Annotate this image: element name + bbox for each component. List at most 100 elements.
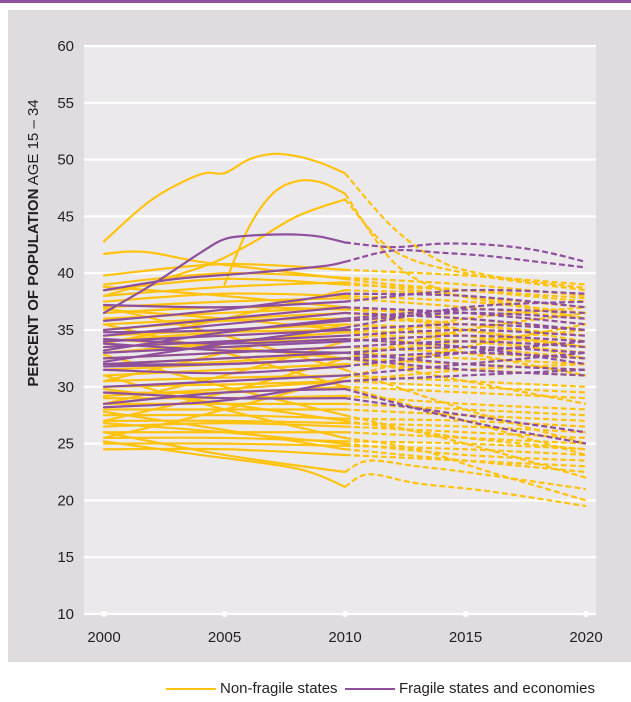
series-line-projected — [344, 288, 587, 303]
series-line-projected — [344, 459, 587, 491]
series-line-observed — [223, 179, 347, 286]
series-line-projected — [344, 442, 587, 462]
series-line-observed — [102, 281, 347, 298]
series-line-projected — [344, 311, 587, 323]
lines-layer — [102, 152, 587, 508]
series-line-projected — [344, 323, 587, 379]
series-line-projected — [344, 419, 587, 451]
y-tick-labels: 10 15 20 25 30 35 40 45 50 55 60 — [57, 38, 74, 623]
series-line-projected — [344, 311, 587, 332]
series-line-observed — [102, 447, 347, 457]
series-line-projected — [344, 385, 587, 457]
series-line-observed — [102, 285, 347, 309]
series-line-projected — [344, 448, 587, 474]
legend-swatch-non-fragile — [166, 687, 216, 690]
chart-panel: 10 15 20 25 30 35 40 45 50 55 60 2000 2005 2010 2015 2… — [8, 10, 631, 662]
series-line-projected — [344, 268, 587, 286]
x-tick-dot — [221, 611, 228, 617]
series-line-observed — [102, 422, 347, 445]
series-line-projected — [344, 328, 587, 337]
legend: Non-fragile states Fragile states and ec… — [0, 676, 631, 702]
series-line-observed — [102, 292, 347, 303]
series-line-projected — [344, 473, 587, 508]
y-tick-label: 40 — [57, 265, 74, 282]
series-line-observed — [102, 340, 347, 354]
series-line-observed — [102, 152, 347, 243]
series-line-projected — [344, 436, 587, 502]
series-line-projected — [344, 308, 587, 320]
series-line-projected — [344, 425, 587, 440]
legend-label-fragile: Fragile states and economies — [399, 680, 595, 697]
y-axis-label-bold: PERCENT OF POPULATION — [25, 189, 42, 387]
legend-swatch-fragile — [345, 687, 395, 690]
series-line-projected — [344, 388, 587, 445]
series-line-projected — [344, 414, 587, 479]
series-line-observed — [102, 374, 347, 388]
x-tick-label: 2020 — [569, 629, 602, 646]
x-tick-dot — [101, 611, 107, 617]
series-line-projected — [344, 380, 587, 394]
legend-label-non-fragile: Non-fragile states — [220, 680, 338, 697]
series-line-projected — [344, 276, 587, 298]
series-line-observed — [102, 357, 347, 366]
y-tick-label: 10 — [57, 606, 74, 623]
series-line-projected — [344, 422, 587, 434]
series-line-observed — [102, 306, 347, 332]
y-tick-label: 25 — [57, 436, 74, 453]
series-line-observed — [102, 306, 347, 320]
y-tick-label: 35 — [57, 322, 74, 339]
series-line-observed — [102, 340, 347, 405]
series-line-projected — [344, 368, 587, 383]
x-tick-label: 2010 — [328, 629, 361, 646]
series-line-projected — [344, 385, 587, 400]
series-line-observed — [102, 419, 347, 425]
series-line-observed — [102, 337, 347, 345]
y-tick-label: 15 — [57, 549, 74, 566]
series-line-projected — [344, 340, 587, 368]
series-line-projected — [344, 357, 587, 377]
series-line-projected — [344, 241, 587, 263]
series-line-observed — [102, 387, 347, 422]
y-axis-label: PERCENT OF POPULATION AGE 15 – 34 — [25, 99, 42, 386]
series-line-observed — [102, 431, 347, 474]
legend-item-fragile: Fragile states and economies — [345, 680, 595, 697]
series-line-observed — [102, 300, 347, 309]
x-tick-label: 2005 — [208, 629, 241, 646]
series-line-observed — [102, 380, 347, 409]
x-tick-labels: 2000 2005 2010 2015 2020 — [87, 629, 602, 646]
series-line-projected — [344, 337, 587, 366]
series-line-observed — [102, 387, 347, 405]
series-line-projected — [344, 198, 587, 292]
x-tick-label: 2000 — [87, 629, 120, 646]
y-tick-label: 55 — [57, 95, 74, 112]
y-tick-label: 20 — [57, 492, 74, 509]
y-tick-label: 50 — [57, 152, 74, 169]
series-line-observed — [102, 410, 347, 451]
y-axis-label-rest: AGE 15 – 34 — [25, 99, 42, 188]
series-line-projected — [344, 417, 587, 428]
y-tick-label: 30 — [57, 379, 74, 396]
series-line-projected — [344, 323, 587, 332]
x-tick-dot — [583, 611, 589, 617]
x-tick-dot — [462, 611, 469, 617]
y-tick-label: 60 — [57, 38, 74, 55]
series-line-projected — [344, 292, 587, 309]
series-line-projected — [344, 351, 587, 366]
series-line-observed — [102, 440, 347, 488]
series-line-projected — [344, 351, 587, 377]
series-line-observed — [102, 250, 347, 280]
x-tick-dots — [101, 611, 589, 617]
series-line-observed — [102, 292, 347, 323]
series-line-observed — [102, 342, 347, 354]
x-tick-label: 2015 — [449, 629, 482, 646]
series-line-projected — [344, 294, 587, 315]
series-line-projected — [344, 300, 587, 329]
series-line-observed — [102, 260, 347, 292]
legend-item-non-fragile: Non-fragile states — [166, 680, 338, 697]
series-line-projected — [344, 172, 587, 290]
top-rule — [0, 0, 631, 3]
series-line-projected — [344, 397, 587, 434]
series-line-projected — [344, 340, 587, 349]
series-line-observed — [102, 319, 347, 334]
